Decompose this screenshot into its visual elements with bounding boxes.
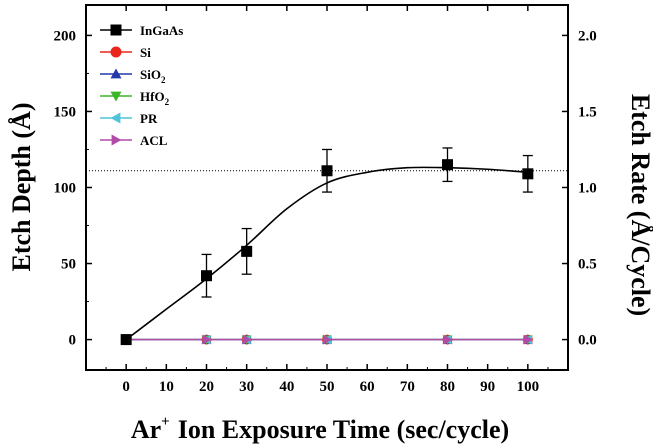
y-right-tick-label: 1.5 — [578, 104, 597, 120]
data-point-ingaas — [442, 159, 453, 171]
y-right-axis-title: Etch Rate (Å/Cycle) — [626, 94, 653, 316]
legend-label-main: HfO — [140, 89, 165, 104]
legend-marker — [110, 91, 122, 102]
x-tick-label: 90 — [480, 379, 495, 395]
x-tick-label: 100 — [517, 379, 540, 395]
legend-label: HfO2 — [140, 89, 170, 107]
ticks-layer: 0 10 20 30 40 50 60 70 80 90 100 0 50 100 150 200 0.0 0.5… — [54, 5, 597, 395]
legend-label: Si — [140, 45, 151, 60]
data-point-acl — [323, 334, 332, 345]
data-point-ingaas — [201, 270, 212, 282]
y-right-tick-label: 2.0 — [578, 28, 597, 44]
x-axis-title-rest: Ion Exposure Time (sec/cycle) — [178, 415, 509, 444]
y-tick-label: 200 — [54, 28, 77, 44]
x-tick-label: 30 — [239, 379, 254, 395]
legend-marker — [111, 134, 122, 146]
x-axis-title: Ar+ Ion Exposure Time (sec/cycle) — [131, 414, 509, 444]
legend-marker — [110, 24, 122, 36]
data-point-acl — [443, 334, 453, 345]
x-axis-title-main: Ar — [131, 415, 161, 444]
data-point-acl — [242, 334, 252, 345]
ingaas-fit-curve — [125, 166, 528, 341]
legend-marker — [110, 46, 122, 58]
y-tick-label: 150 — [54, 104, 77, 120]
y-axis-title: Etch Depth (Å) — [7, 103, 36, 272]
x-tick-label: 70 — [400, 379, 415, 395]
x-tick-label: 60 — [360, 379, 375, 395]
x-tick-label: 10 — [159, 379, 174, 395]
legend-label: InGaAs — [140, 23, 183, 38]
legend-label-sub: 2 — [165, 97, 170, 107]
x-tick-label: 50 — [320, 379, 335, 395]
x-tick-label: 40 — [279, 379, 294, 395]
y-tick-label: 0 — [69, 333, 77, 349]
y-right-tick-label: 1.0 — [578, 181, 597, 197]
plot-frame — [85, 4, 569, 371]
data-point-acl — [202, 334, 212, 345]
legend-marker — [110, 112, 121, 124]
y-tick-label: 50 — [61, 257, 76, 273]
data-point-acl — [523, 334, 533, 345]
data-point-ingaas — [120, 334, 132, 346]
legend-label: SiO2 — [140, 67, 166, 85]
y-right-tick-label: 0.0 — [578, 333, 597, 349]
data-point-ingaas — [321, 165, 333, 177]
x-tick-label: 80 — [440, 379, 455, 395]
x-axis-title-sup: + — [161, 414, 170, 430]
data-point-ingaas — [241, 245, 253, 257]
legend-label-main: SiO — [140, 67, 161, 82]
legend-marker — [110, 68, 122, 79]
legend-label-sub: 2 — [161, 75, 166, 85]
x-tick-label: 0 — [122, 379, 130, 395]
y-tick-label: 100 — [54, 181, 77, 197]
y-right-tick-label: 0.5 — [578, 257, 597, 273]
series-layer — [120, 147, 534, 346]
legend-label: ACL — [140, 133, 168, 148]
x-tick-label: 20 — [199, 379, 214, 395]
data-point-ingaas — [522, 168, 534, 180]
legend-label: PR — [140, 111, 158, 126]
